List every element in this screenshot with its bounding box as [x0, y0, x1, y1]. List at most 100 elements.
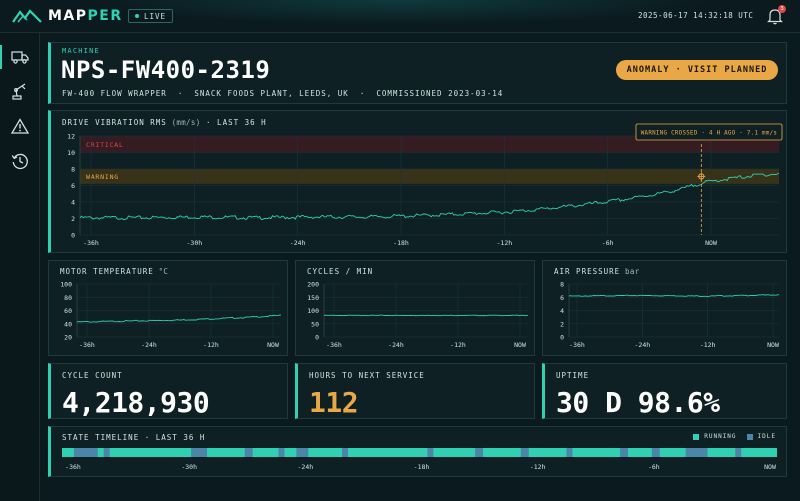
- y-tick-label: 8: [560, 281, 564, 289]
- y-tick-label: 50: [311, 320, 319, 328]
- x-tick-label: -12h: [497, 239, 513, 247]
- cycle-count-label: CYCLE COUNT: [62, 371, 123, 380]
- brand-name: MAPPER: [48, 8, 123, 24]
- timeline-idle-segment: [685, 448, 708, 457]
- bell-icon: [767, 9, 783, 25]
- x-tick-label: -36h: [79, 341, 95, 349]
- x-tick-label: -12h: [700, 341, 716, 349]
- y-tick-label: 12: [67, 133, 75, 141]
- chart-unit: °C: [154, 267, 168, 276]
- timeline-idle-segment: [620, 448, 629, 457]
- y-tick-label: 2: [71, 215, 75, 223]
- cycle-count-value: 4,218,930: [62, 386, 210, 419]
- x-tick-label: -36h: [569, 341, 585, 349]
- notification-badge: 3: [778, 5, 786, 13]
- timeline-tick-label: -12h: [530, 463, 546, 471]
- timeline-running-bar: [62, 448, 777, 457]
- series-line: [323, 314, 529, 317]
- uptime-tile: UPTIME 30 D 98.6%: [542, 363, 787, 419]
- band-critical: [80, 136, 779, 153]
- chart-title-text: DRIVE VIBRATION RMS: [62, 118, 167, 127]
- timeline-tick-label: NOW: [764, 463, 776, 471]
- service-value: 112: [309, 386, 359, 419]
- notifications-button[interactable]: 3: [767, 5, 786, 29]
- x-tick-label: NOW: [514, 341, 526, 349]
- chart-title-text: AIR PRESSURE: [554, 267, 620, 276]
- band-label-critical: CRITICAL: [86, 141, 124, 149]
- x-tick-label: -36h: [83, 239, 99, 247]
- clock: 2025-06-17 14:32:18 UTC: [638, 11, 754, 20]
- x-tick-label: -12h: [203, 341, 219, 349]
- sidebar: [0, 33, 40, 501]
- service-tile: HOURS TO NEXT SERVICE 112: [295, 363, 535, 419]
- logo[interactable]: MAPPER: [12, 8, 123, 24]
- machine-site: SNACK FOODS PLANT, LEEDS, UK: [194, 89, 349, 98]
- machine-id: NPS-FW400-2319: [61, 56, 271, 84]
- y-tick-label: 100: [60, 281, 72, 289]
- air-pressure-panel: AIR PRESSURE bar 0 2 4 6 8 -36h -24h -12h NOW: [542, 260, 787, 356]
- y-tick-label: 150: [307, 294, 319, 302]
- x-tick-label: -36h: [326, 341, 342, 349]
- sidebar-item-robots[interactable]: [0, 76, 40, 106]
- status-badge[interactable]: ANOMALY · VISIT PLANNED: [616, 60, 778, 80]
- y-tick-label: 60: [64, 307, 72, 315]
- y-tick-label: 0: [71, 232, 75, 240]
- timeline-tick-label: -24h: [298, 463, 314, 471]
- robot-arm-icon: [12, 83, 26, 100]
- y-tick-label: 0: [560, 334, 564, 342]
- vibration-chart: DRIVE VIBRATION RMS (mm/s) · LAST 36 H CR…: [62, 118, 783, 247]
- top-bar: MAPPER LIVE 2025-06-17 14:32:18 UTC 3: [0, 0, 800, 33]
- timeline-tick-label: -6h: [648, 463, 660, 471]
- machine-header-panel: MACHINE NPS-FW400-2319 FW-400 FLOW WRAPP…: [48, 42, 787, 104]
- series-line: [568, 294, 780, 297]
- timeline-tick-label: -18h: [414, 463, 430, 471]
- timeline-idle-segment: [103, 448, 110, 457]
- cycles-chart: CYCLES / MIN 0 50 100 150 200 -36h -24h -12h NOW: [307, 267, 529, 349]
- uptime-value: 30 D 98.6%: [556, 386, 720, 419]
- state-timeline-panel: STATE TIMELINE · LAST 36 H RUNNING IDLE …: [48, 426, 787, 477]
- chart-title: CYCLES / MIN: [307, 267, 373, 276]
- timeline-idle-segment: [735, 448, 742, 457]
- timeline-idle-segment: [475, 448, 484, 457]
- x-tick-label: -24h: [388, 341, 404, 349]
- chart-title-text: CYCLES / MIN: [307, 267, 373, 276]
- timeline-idle-segment: [191, 448, 207, 457]
- vibration-panel: DRIVE VIBRATION RMS (mm/s) · LAST 36 H CR…: [48, 110, 787, 253]
- y-tick-label: 0: [315, 334, 319, 342]
- x-tick-label: NOW: [767, 341, 779, 349]
- motor-temp-panel: MOTOR TEMPERATURE °C 20 40 60 80 100 -36h -24h -…: [48, 260, 288, 356]
- timeline-idle-segment: [566, 448, 573, 457]
- x-tick-label: -12h: [450, 341, 466, 349]
- y-tick-label: 2: [560, 320, 564, 328]
- timeline-idle-segment: [296, 448, 309, 457]
- sidebar-item-machines[interactable]: [0, 42, 40, 72]
- truck-icon: [11, 51, 29, 64]
- x-tick-label: NOW: [705, 239, 717, 247]
- series-line: [76, 314, 281, 323]
- cycles-panel: CYCLES / MIN 0 50 100 150 200 -36h -24h -12h NOW: [295, 260, 535, 356]
- machine-model: FW-400 FLOW WRAPPER: [62, 89, 167, 98]
- chart-unit: bar: [620, 267, 639, 276]
- timeline-idle-segment: [342, 448, 348, 457]
- y-tick-label: 8: [71, 166, 75, 174]
- air-pressure-chart: AIR PRESSURE bar 0 2 4 6 8 -36h -24h -12h NOW: [554, 267, 780, 349]
- band-warning: [80, 169, 779, 184]
- motor-temp-chart: MOTOR TEMPERATURE °C 20 40 60 80 100 -36h -24h -…: [60, 267, 281, 349]
- machine-kicker: MACHINE: [62, 47, 100, 55]
- timeline-tick-label: -30h: [181, 463, 197, 471]
- service-label: HOURS TO NEXT SERVICE: [309, 371, 425, 380]
- timeline-idle-segment: [278, 448, 285, 457]
- y-tick-label: 80: [64, 294, 72, 302]
- sidebar-item-alerts[interactable]: [0, 111, 40, 141]
- chart-unit: (mm/s): [167, 118, 201, 127]
- sidebar-item-history[interactable]: [0, 146, 40, 176]
- live-label: LIVE: [144, 11, 167, 21]
- chart-title-text: MOTOR TEMPERATURE: [60, 267, 154, 276]
- timeline-title: STATE TIMELINE · LAST 36 H: [62, 433, 206, 442]
- chart-title: DRIVE VIBRATION RMS (mm/s) · LAST 36 H: [62, 118, 267, 127]
- x-tick-label: -30h: [187, 239, 203, 247]
- y-tick-label: 40: [64, 320, 72, 328]
- timeline-idle-segment: [520, 448, 529, 457]
- timeline-idle-segment: [244, 448, 253, 457]
- y-tick-label: 10: [67, 149, 75, 157]
